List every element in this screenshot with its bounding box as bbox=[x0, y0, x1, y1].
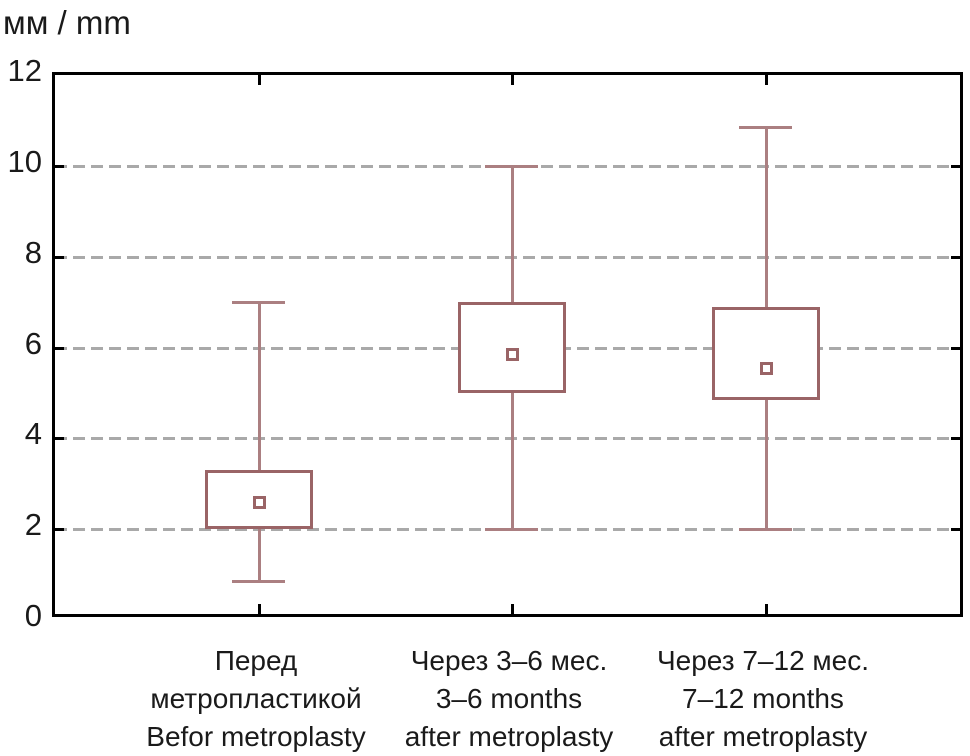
category-label-2: Через 3–6 мес. 3–6 months after metroplast… bbox=[359, 642, 659, 756]
y-tick-label-0: 0 bbox=[24, 598, 42, 633]
x-tick-top-3 bbox=[765, 75, 768, 85]
boxplot-series-2 bbox=[55, 75, 960, 614]
whisker-cap-high bbox=[485, 165, 538, 168]
category-label-line: Перед bbox=[214, 645, 298, 676]
y-tick-left-10 bbox=[55, 165, 64, 168]
x-tick-bottom-3 bbox=[765, 604, 768, 614]
y-tick-left-2 bbox=[55, 528, 64, 531]
y-tick-label-12: 12 bbox=[7, 53, 42, 88]
y-tick-left-8 bbox=[55, 256, 64, 259]
category-label-line: 7–12 months bbox=[682, 683, 844, 714]
mean-marker bbox=[253, 496, 266, 509]
y-tick-label-2: 2 bbox=[24, 507, 42, 542]
y-tick-right-2 bbox=[951, 528, 960, 531]
boxplot-series-3 bbox=[55, 75, 960, 614]
y-tick-label-4: 4 bbox=[24, 416, 42, 451]
x-tick-bottom-1 bbox=[258, 604, 261, 614]
x-tick-top-2 bbox=[511, 75, 514, 85]
y-tick-right-8 bbox=[951, 256, 960, 259]
y-tick-label-6: 6 bbox=[24, 326, 42, 361]
iqr-box bbox=[712, 307, 820, 400]
y-tick-right-6 bbox=[951, 347, 960, 350]
whisker-cap-high bbox=[232, 301, 285, 304]
category-label-line: Befor metroplasty bbox=[146, 721, 366, 752]
mean-marker bbox=[506, 348, 519, 361]
x-tick-bottom-2 bbox=[511, 604, 514, 614]
gridline-4 bbox=[55, 437, 960, 440]
y-tick-right-4 bbox=[951, 437, 960, 440]
mean-marker bbox=[760, 362, 773, 375]
y-tick-label-10: 10 bbox=[7, 144, 42, 179]
category-label-line: Через 3–6 мес. bbox=[410, 645, 608, 676]
gridline-8 bbox=[55, 256, 960, 259]
plot-area bbox=[52, 72, 963, 617]
y-tick-right-10 bbox=[951, 165, 960, 168]
iqr-box bbox=[458, 302, 566, 393]
y-tick-left-6 bbox=[55, 347, 64, 350]
category-label-line: метропластикой bbox=[150, 683, 362, 714]
category-label-line: 3–6 months bbox=[435, 683, 583, 714]
category-label-1: Перед метропластикой Befor metroplasty bbox=[106, 642, 406, 756]
whisker-line bbox=[258, 302, 261, 581]
whisker-cap-low bbox=[232, 580, 285, 583]
boxplot-series-1 bbox=[55, 75, 960, 614]
category-label-line: after metroplasty bbox=[658, 721, 868, 752]
y-tick-label-8: 8 bbox=[24, 235, 42, 270]
x-tick-top-1 bbox=[258, 75, 261, 85]
category-label-line: after metroplasty bbox=[404, 721, 614, 752]
whisker-cap-low bbox=[485, 528, 538, 531]
category-label-line: Через 7–12 мес. bbox=[656, 645, 870, 676]
whisker-cap-low bbox=[739, 528, 792, 531]
y-axis-title: мм / mm bbox=[3, 4, 131, 41]
category-label-3: Через 7–12 мес. 7–12 months after metropla… bbox=[613, 642, 913, 756]
whisker-cap-high bbox=[739, 126, 792, 129]
y-tick-left-4 bbox=[55, 437, 64, 440]
